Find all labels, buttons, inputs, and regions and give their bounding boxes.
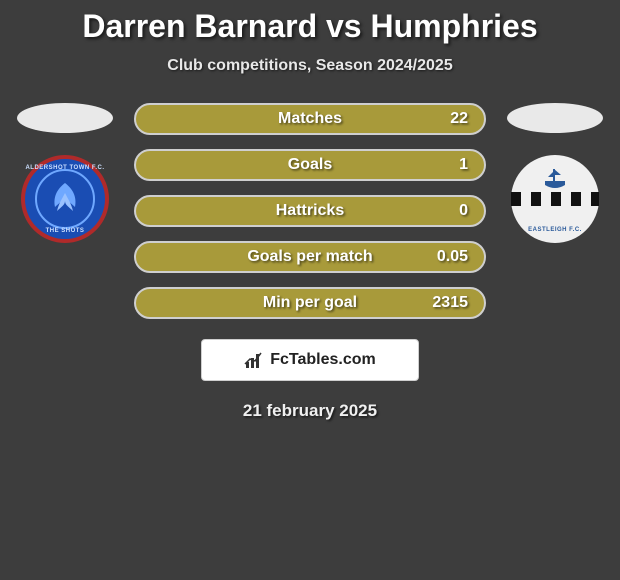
stat-value: 1 [459,156,468,174]
phoenix-icon [43,177,87,221]
right-column: EASTLEIGH F.C. [500,103,610,243]
stat-bar-min-per-goal: Min per goal 2315 [134,287,486,319]
content-row: ALDERSHOT TOWN F.C. THE SHOTS Matches 22… [0,103,620,319]
stat-value: 0.05 [437,248,468,266]
stat-bar-goals: Goals 1 [134,149,486,181]
ship-icon [541,167,569,191]
badge-inner-ring [35,169,95,229]
comparison-infographic: Darren Barnard vs Humphries Club competi… [0,0,620,421]
stat-value: 22 [450,110,468,128]
stats-bars: Matches 22 Goals 1 Hattricks 0 Goals per… [134,103,486,319]
brand-text: FcTables.com [270,351,376,369]
badge-checker-stripe [511,192,599,206]
stat-value: 2315 [432,294,468,312]
badge-text-top: ALDERSHOT TOWN F.C. [25,165,104,171]
club-badge-eastleigh: EASTLEIGH F.C. [511,155,599,243]
stat-label: Min per goal [263,294,357,312]
badge-text: EASTLEIGH F.C. [528,227,582,233]
stat-bar-matches: Matches 22 [134,103,486,135]
bar-chart-icon [244,350,264,370]
stat-label: Goals [288,156,332,174]
date-text: 21 february 2025 [0,401,620,421]
page-title: Darren Barnard vs Humphries [0,8,620,45]
stat-bar-hattricks: Hattricks 0 [134,195,486,227]
player-photo-placeholder-left [17,103,113,133]
subtitle: Club competitions, Season 2024/2025 [0,57,620,75]
stat-bar-goals-per-match: Goals per match 0.05 [134,241,486,273]
brand-watermark: FcTables.com [201,339,419,381]
left-column: ALDERSHOT TOWN F.C. THE SHOTS [10,103,120,243]
badge-text-bottom: THE SHOTS [46,228,85,234]
player-photo-placeholder-right [507,103,603,133]
stat-label: Goals per match [247,248,372,266]
stat-label: Matches [278,110,342,128]
stat-value: 0 [459,202,468,220]
club-badge-aldershot: ALDERSHOT TOWN F.C. THE SHOTS [21,155,109,243]
stat-label: Hattricks [276,202,344,220]
